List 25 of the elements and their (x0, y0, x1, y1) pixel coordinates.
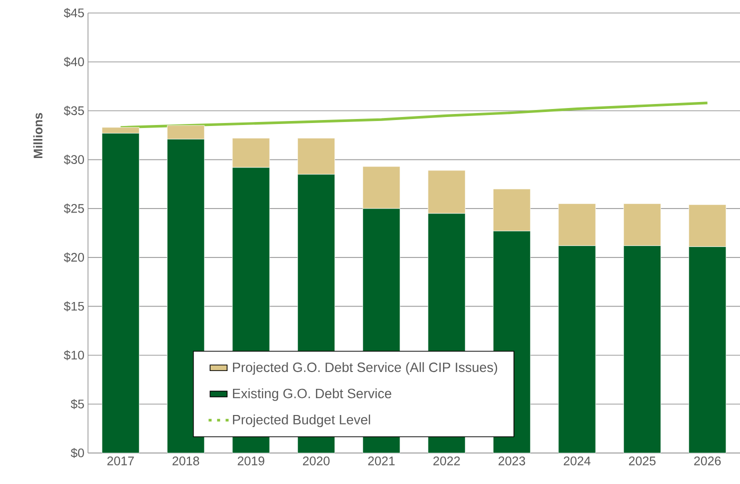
x-tick-label: 2020 (302, 456, 330, 466)
y-tick-label: $10 (64, 350, 84, 360)
line-series (119, 102, 709, 129)
legend-label: Projected Budget Level (233, 414, 370, 428)
x-tick-label: 2023 (498, 456, 526, 466)
y-tick-label: $35 (64, 106, 84, 116)
y-tick-label: $45 (64, 8, 84, 18)
y-tick-label: $15 (64, 301, 84, 312)
y-tick-label: $40 (64, 56, 84, 67)
x-tick-label: 2022 (433, 456, 460, 466)
y-tick-label: $30 (64, 154, 84, 165)
x-tick-label: 2019 (238, 456, 264, 466)
y-tick-label: $0 (70, 448, 84, 458)
y-tick-label: $25 (64, 204, 84, 214)
y-tick-label: $5 (70, 399, 84, 410)
x-tick-label: 2024 (564, 456, 590, 466)
x-tick-label: 2021 (368, 456, 395, 466)
legend-label: Existing G.O. Debt Service (233, 388, 392, 401)
x-tick-label: 2025 (628, 456, 656, 466)
y-axis-title: Millions (33, 113, 42, 158)
x-tick-label: 2018 (172, 456, 200, 466)
x-tick-label: 2017 (107, 456, 134, 466)
y-tick-label: $20 (64, 252, 84, 262)
x-tick-label: 2026 (694, 456, 721, 466)
legend-label: Projected G.O. Debt Service (All CIP Issues) (233, 362, 498, 375)
